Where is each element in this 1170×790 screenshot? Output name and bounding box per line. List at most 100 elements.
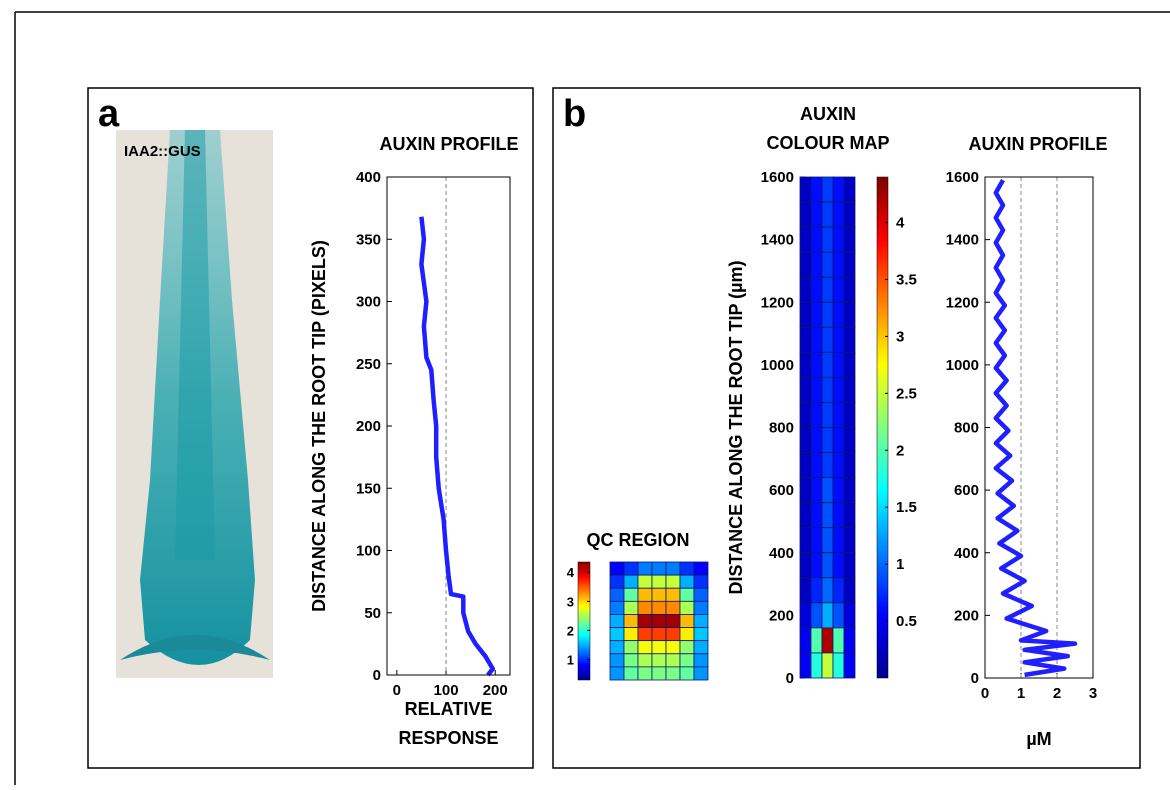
colorbar-label: 2.5 — [896, 385, 917, 402]
heat-cell — [693, 574, 709, 589]
heat-cell — [843, 427, 856, 453]
y-tick-label: 100 — [356, 543, 381, 560]
heat-cell — [637, 640, 653, 655]
heat-cell — [843, 176, 856, 203]
y-tick-label: 0 — [373, 667, 381, 684]
y-tick-label: 1000 — [761, 357, 794, 374]
heat-cell — [810, 527, 823, 554]
heat-cell — [679, 600, 695, 615]
heat-cell — [821, 301, 834, 328]
heat-cell — [832, 602, 845, 629]
heat-cell — [832, 477, 845, 504]
y-tick-label: 1400 — [946, 232, 979, 249]
heat-cell — [799, 477, 812, 504]
y-axis-label: DISTANCE ALONG THE ROOT TIP (PIXELS) — [309, 240, 329, 612]
heat-cell — [810, 351, 823, 378]
colorbar-label: 1 — [896, 556, 904, 573]
heat-cell — [810, 427, 823, 453]
y-tick-label: 400 — [356, 169, 381, 186]
heat-cell — [665, 600, 681, 615]
heat-cell — [821, 251, 834, 278]
heat-cell — [832, 427, 845, 453]
y-tick-label: 300 — [356, 294, 381, 311]
root-image — [116, 130, 273, 678]
heat-cell — [843, 326, 856, 353]
x-tick-label: 2 — [1053, 685, 1061, 702]
heat-cell — [679, 640, 695, 655]
heat-cell — [799, 276, 812, 303]
profile-line — [419, 216, 496, 677]
heat-cell — [799, 627, 812, 654]
y-tick-label: 1400 — [761, 232, 794, 249]
heat-cell — [810, 276, 823, 303]
heat-cell — [637, 627, 653, 642]
heat-cell — [799, 527, 812, 554]
heat-cell — [821, 176, 834, 203]
heat-cell — [693, 640, 709, 655]
heat-cell — [693, 587, 709, 602]
heat-cell — [637, 666, 653, 681]
colorbar-label: 3 — [896, 328, 904, 345]
heat-cell — [843, 627, 856, 654]
heat-cell — [637, 614, 653, 628]
heat-cell — [832, 402, 845, 428]
heat-cell — [843, 251, 856, 278]
heat-cell — [799, 552, 812, 579]
heat-cell — [799, 452, 812, 478]
heat-cell — [832, 351, 845, 378]
heat-cell — [693, 627, 709, 642]
heat-cell — [679, 614, 695, 628]
y-tick-label: 150 — [356, 480, 381, 497]
heat-cell — [665, 653, 681, 668]
y-tick-label: 200 — [954, 607, 979, 624]
colorbar-label: 4 — [896, 215, 905, 232]
heat-cell — [832, 527, 845, 554]
heat-cell — [821, 376, 834, 403]
y-tick-label: 350 — [356, 231, 381, 248]
heat-cell — [843, 527, 856, 554]
heat-cell — [609, 574, 625, 589]
heat-cell — [821, 201, 834, 228]
heat-cell — [843, 577, 856, 604]
heat-cell — [810, 201, 823, 228]
chart-title: AUXIN PROFILE — [379, 134, 518, 154]
x-tick-label: 0 — [981, 685, 989, 702]
heat-cell — [799, 351, 812, 378]
panel-label: b — [563, 93, 586, 135]
chart-title: AUXIN PROFILE — [968, 134, 1107, 154]
heat-cell — [609, 653, 625, 668]
panel-a — [87, 87, 534, 769]
heat-cell — [821, 226, 834, 253]
heat-cell — [821, 527, 834, 554]
colorbar-label: 3.5 — [896, 271, 917, 288]
heat-cell — [679, 666, 695, 681]
y-tick-label: 800 — [954, 420, 979, 437]
y-tick-label: 800 — [769, 420, 794, 437]
heat-cell — [843, 201, 856, 228]
heat-cell — [821, 602, 834, 629]
heat-cell — [609, 587, 625, 602]
heat-cell — [623, 561, 639, 576]
heat-cell — [843, 502, 856, 529]
x-axis-label: RELATIVE — [405, 699, 493, 719]
heat-cell — [810, 176, 823, 203]
heat-cell — [799, 652, 812, 679]
x-tick-label: 100 — [434, 682, 459, 699]
chart-title: QC REGION — [586, 530, 689, 550]
heat-cell — [665, 587, 681, 602]
heat-cell — [810, 251, 823, 278]
heat-cell — [623, 666, 639, 681]
heat-cell — [799, 301, 812, 328]
heat-cell — [679, 574, 695, 589]
heat-cell — [810, 552, 823, 579]
heat-cell — [832, 577, 845, 604]
heat-cell — [832, 552, 845, 579]
y-tick-label: 600 — [769, 482, 794, 499]
heat-cell — [832, 276, 845, 303]
x-tick-label: 3 — [1089, 685, 1097, 702]
heat-cell — [821, 502, 834, 529]
heat-cell — [832, 251, 845, 278]
y-tick-label: 400 — [954, 545, 979, 562]
heat-cell — [810, 376, 823, 403]
